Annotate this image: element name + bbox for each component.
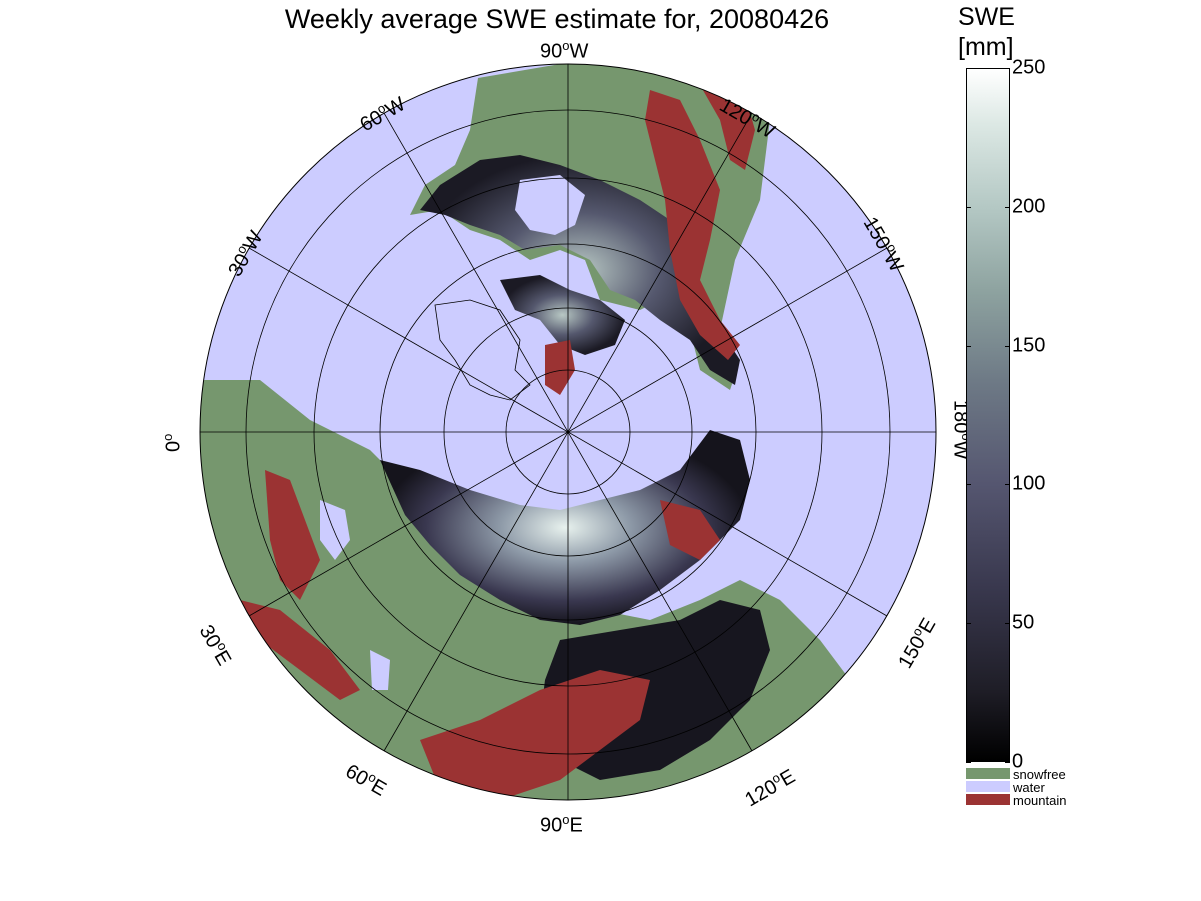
map-title: Weekly average SWE estimate for, 2008042… <box>284 4 830 34</box>
category-swatch-snowfree <box>966 768 1010 779</box>
scandinavia-mountains <box>265 470 320 600</box>
east-siberia-mountains <box>660 500 720 560</box>
category-label-snowfree: snowfree <box>1013 767 1066 782</box>
colorbar-tick-label: 100 <box>1012 472 1046 495</box>
map-boundary <box>199 63 937 801</box>
colorbar-tick-mark <box>966 68 971 69</box>
arctic-archipelago <box>500 275 625 355</box>
colorbar-tick-mark <box>1005 762 1010 763</box>
colorbar-tick-mark <box>966 762 971 763</box>
category-label-water: water <box>1013 780 1045 795</box>
colorbar-tick-mark <box>1005 345 1010 347</box>
baltic-sea <box>320 500 350 560</box>
colorbar-tick-mark <box>966 623 971 625</box>
colorbar-title: SWE [mm] <box>958 2 1015 62</box>
colorbar-tick-mark <box>966 206 971 208</box>
colorbar-tick-label: 0 <box>1012 750 1024 773</box>
colorbar-tick-mark <box>1005 68 1010 69</box>
north-america-snow <box>420 155 740 385</box>
rocky-mountains <box>645 90 740 360</box>
hudson-bay <box>515 175 585 235</box>
colorbar-gradient <box>966 68 1010 762</box>
europe-mountains <box>240 600 360 700</box>
colorbar-tick-mark <box>966 345 971 347</box>
colorbar-tick-mark <box>1005 623 1010 625</box>
category-swatch-mountain <box>966 794 1010 805</box>
colorbar-tick-label: 250 <box>1012 56 1046 79</box>
lon-label-90e: 90oE <box>540 812 583 837</box>
asia-mountains <box>420 670 650 800</box>
eurasia-snow <box>380 430 750 625</box>
longitude-grid <box>200 64 936 800</box>
colorbar-title-line1: SWE <box>958 3 1015 31</box>
caspian-sea <box>370 650 390 690</box>
colorbar-tick-mark <box>1005 484 1010 486</box>
colorbar-tick-mark <box>1005 206 1010 208</box>
colorbar-tick-label: 150 <box>1012 334 1046 357</box>
category-swatch-water <box>966 781 1010 792</box>
colorbar-tick-label: 50 <box>1012 611 1035 634</box>
colorbar-tick-label: 200 <box>1012 195 1046 218</box>
ellesmere-mountains <box>545 340 575 395</box>
colorbar-tick-mark <box>966 484 971 486</box>
lon-label-90w: 90oW <box>540 38 589 63</box>
category-label-mountain: mountain <box>1013 793 1067 808</box>
lon-label-0: 0o <box>160 433 185 452</box>
colorbar-title-line2: [mm] <box>958 33 1014 61</box>
